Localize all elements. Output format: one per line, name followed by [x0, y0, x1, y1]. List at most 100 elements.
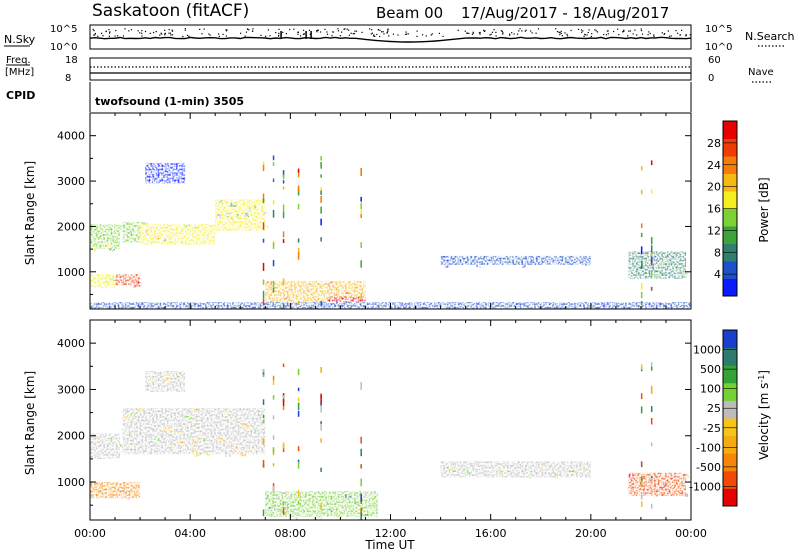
scatter-cell	[198, 451, 202, 456]
scatter-cell	[322, 287, 330, 290]
nsearch-point	[144, 30, 147, 33]
scatter-cell	[202, 439, 207, 441]
nsearch-point	[218, 35, 220, 37]
nsearch-point	[102, 35, 104, 37]
scatter-streak	[272, 380, 275, 385]
nsearch-point	[308, 29, 311, 31]
nsky-spike	[280, 31, 282, 39]
scatter-cell	[651, 307, 658, 309]
scatter-streak	[297, 501, 300, 505]
scatter-streak	[297, 238, 300, 243]
nsearch-point	[382, 31, 384, 33]
scatter-cell	[569, 470, 577, 474]
scatter-streak	[320, 424, 322, 431]
nsearch-point	[164, 34, 166, 36]
nsearch-point	[685, 34, 687, 36]
scatter-cell	[655, 273, 662, 277]
scatter-cell	[109, 247, 115, 252]
scatter-cell	[654, 494, 659, 498]
scatter-cell	[176, 305, 181, 309]
scatter-streak	[320, 467, 322, 472]
nsearch-point	[509, 33, 511, 35]
nsearch-point	[640, 28, 642, 30]
nsearch-point	[555, 28, 557, 30]
nsearch-point	[584, 34, 586, 36]
nsearch-point	[518, 30, 520, 32]
scatter-cell	[659, 484, 667, 488]
nsky-trace	[89, 28, 692, 43]
scatter-cell	[500, 469, 508, 473]
scatter-cell	[119, 451, 122, 454]
scatter-cell	[669, 303, 672, 307]
scatter-cell	[279, 510, 284, 514]
scatter-streak	[360, 169, 362, 176]
scatter-cell	[539, 471, 547, 476]
nsearch-point	[171, 29, 173, 31]
time-axis-label: Time UT	[364, 538, 415, 552]
scatter-streak	[297, 489, 300, 498]
scatter-streak	[282, 186, 285, 190]
scatter-cell	[232, 451, 240, 454]
scatter-cell	[365, 493, 372, 498]
scatter-cell	[123, 414, 129, 418]
scatter-cell	[95, 437, 98, 439]
velocity-colorbar-label: Velocity [m s-1]	[757, 370, 771, 460]
scatter-streak	[320, 301, 322, 306]
nsearch-point	[386, 31, 388, 33]
nsearch-point	[405, 31, 407, 33]
scatter-region	[215, 199, 266, 231]
nsearch-point	[501, 30, 503, 32]
scatter-cell	[680, 485, 683, 488]
nsearch-point	[317, 29, 319, 31]
scatter-cell	[156, 437, 160, 442]
nsearch-point	[94, 32, 96, 35]
nsearch-point	[640, 30, 643, 32]
scatter-cell	[645, 271, 652, 273]
scatter-cell	[165, 373, 168, 377]
scatter-streak	[640, 501, 643, 507]
colorbar-tick-label: 12	[707, 224, 721, 237]
scatter-cell	[127, 488, 132, 491]
scatter-streak	[272, 280, 275, 288]
scatter-cell	[245, 436, 248, 441]
freq-tick-bottom: 8	[65, 73, 71, 84]
nsearch-point	[122, 35, 125, 37]
scatter-streak	[282, 399, 285, 407]
scatter-streak	[640, 166, 643, 171]
nsearch-point	[648, 31, 650, 33]
scatter-cell	[635, 478, 638, 482]
nsearch-point	[438, 32, 440, 34]
nsearch-point	[559, 34, 561, 36]
scatter-cell	[137, 282, 142, 287]
freq-unit: [MHz]	[5, 67, 34, 78]
scatter-cell	[286, 493, 291, 497]
y-tick-label: 3000	[57, 175, 85, 188]
scatter-cell	[559, 302, 566, 305]
scatter-cell	[163, 451, 167, 454]
scatter-region	[90, 274, 116, 288]
nsearch-point	[561, 35, 563, 37]
colorbar-tick-label: -100	[696, 441, 721, 454]
scatter-cell	[237, 214, 240, 218]
nsearch-point	[491, 31, 494, 33]
scatter-cell	[178, 441, 185, 446]
scatter-cell	[152, 238, 160, 241]
scatter-cell	[502, 471, 509, 476]
nsearch-point	[293, 28, 295, 30]
scatter-cell	[354, 304, 360, 307]
scatter-streak	[640, 364, 643, 370]
scatter-streak	[320, 187, 322, 191]
nsearch-point	[252, 28, 254, 30]
colorbar-segment	[723, 261, 737, 279]
scatter-cell	[661, 261, 666, 265]
scatter-cell	[295, 516, 299, 520]
scatter-cell	[262, 211, 268, 215]
scatter-cell	[632, 264, 636, 267]
scatter-streak	[282, 174, 285, 180]
scatter-streak	[360, 213, 362, 219]
scatter-cell	[305, 297, 312, 301]
nsearch-point	[582, 30, 584, 32]
scatter-cell	[164, 375, 170, 379]
nsearch-point	[422, 34, 424, 36]
nsearch-point	[354, 30, 356, 32]
